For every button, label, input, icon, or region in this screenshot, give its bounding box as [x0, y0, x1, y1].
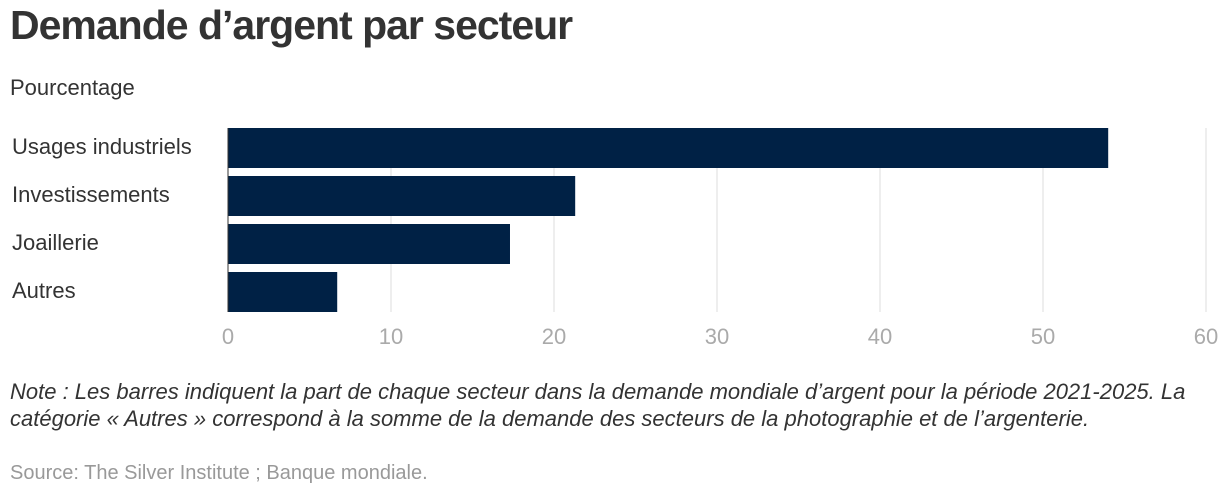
x-tick-label: 10: [379, 324, 403, 349]
note: Note : Les barres indiquent la part de c…: [10, 379, 1186, 431]
chart: 0 10 20 30 40 50 60 Usages industriels Investiss…: [12, 128, 1218, 349]
x-tick-label: 30: [705, 324, 729, 349]
bar: [228, 272, 338, 312]
source: Source: The Silver Institute ; Banque mo…: [10, 462, 428, 484]
x-tick-label: 40: [868, 324, 892, 349]
bar: [228, 176, 576, 216]
bar: [228, 128, 1109, 168]
y-tick-label: Usages industriels: [12, 134, 192, 159]
y-tick-label: Joaillerie: [12, 230, 99, 255]
y-tick-label: Autres: [12, 278, 76, 303]
x-tick-label: 20: [542, 324, 566, 349]
x-tick-label: 50: [1031, 324, 1055, 349]
x-tick-label: 60: [1194, 324, 1218, 349]
chart-subtitle: Pourcentage: [10, 75, 135, 100]
bar: [228, 224, 510, 264]
y-tick-label: Investissements: [12, 182, 170, 207]
chart-title: Demande d’argent par secteur: [10, 2, 573, 48]
x-tick-label: 0: [222, 324, 234, 349]
